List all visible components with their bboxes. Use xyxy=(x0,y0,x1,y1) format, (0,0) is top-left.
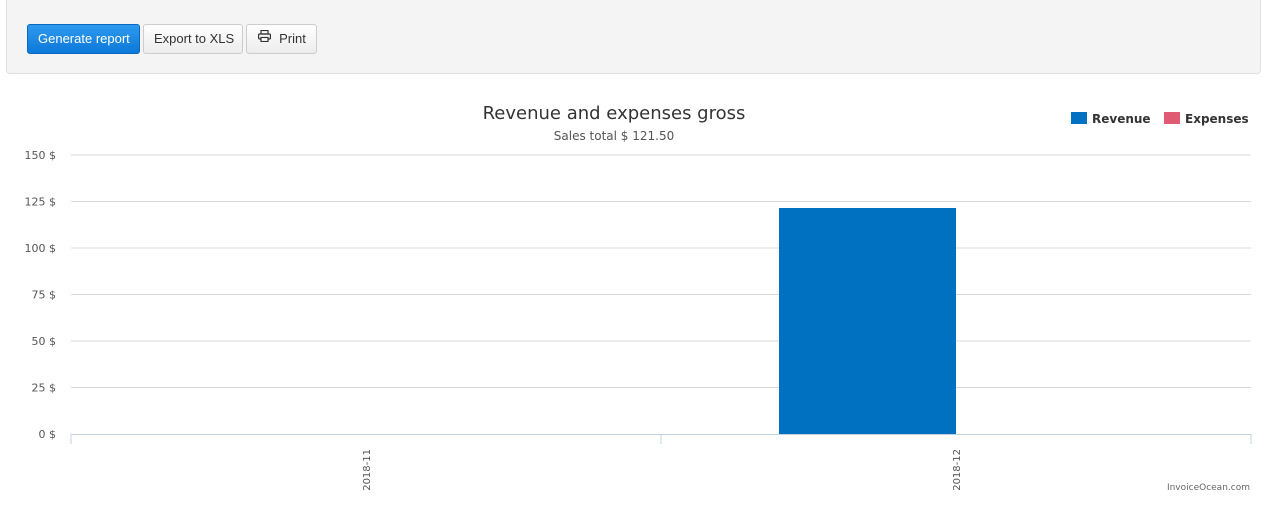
x-tick-label: 2018-11 xyxy=(362,449,373,491)
y-tick-label: 100 $ xyxy=(25,242,57,255)
chart-legend: Revenue Expenses xyxy=(1071,112,1249,126)
y-tick-label: 125 $ xyxy=(25,196,57,209)
chart-title: Revenue and expenses gross xyxy=(483,103,746,124)
x-axis: 2018-11 2018-12 xyxy=(70,434,1252,491)
generate-report-button[interactable]: Generate report xyxy=(27,24,140,54)
y-tick-label: 25 $ xyxy=(32,382,57,395)
y-tick-label: 150 $ xyxy=(25,149,57,162)
revenue-expenses-chart: Revenue and expenses gross Sales total $… xyxy=(25,103,1252,493)
chart-subtitle: Sales total $ 121.50 xyxy=(554,129,674,143)
print-button[interactable]: Print xyxy=(246,24,317,54)
legend-swatch-revenue xyxy=(1071,112,1087,124)
y-tick-label: 50 $ xyxy=(32,335,57,348)
y-axis-ticks: 0 $ 25 $ 50 $ 75 $ 100 $ 125 $ 150 $ xyxy=(25,149,57,441)
x-tick-label: 2018-12 xyxy=(952,449,963,491)
chart-container: Revenue and expenses gross Sales total $… xyxy=(0,90,1277,507)
chart-credit[interactable]: InvoiceOcean.com xyxy=(1167,483,1250,493)
printer-icon xyxy=(258,24,272,52)
y-tick-label: 75 $ xyxy=(32,289,57,302)
grid-lines xyxy=(71,154,1251,388)
legend-label-expenses: Expenses xyxy=(1185,112,1249,126)
legend-swatch-expenses xyxy=(1164,112,1180,124)
legend-item-revenue[interactable]: Revenue xyxy=(1071,112,1151,126)
legend-item-expenses[interactable]: Expenses xyxy=(1164,112,1249,126)
print-label: Print xyxy=(279,31,306,46)
export-xls-button[interactable]: Export to XLS xyxy=(143,24,243,54)
y-tick-label: 0 $ xyxy=(39,428,57,441)
legend-label-revenue: Revenue xyxy=(1092,112,1151,126)
toolbar: Generate report Export to XLS Print xyxy=(6,0,1261,74)
bar-revenue[interactable] xyxy=(779,208,956,434)
bars xyxy=(779,208,956,434)
